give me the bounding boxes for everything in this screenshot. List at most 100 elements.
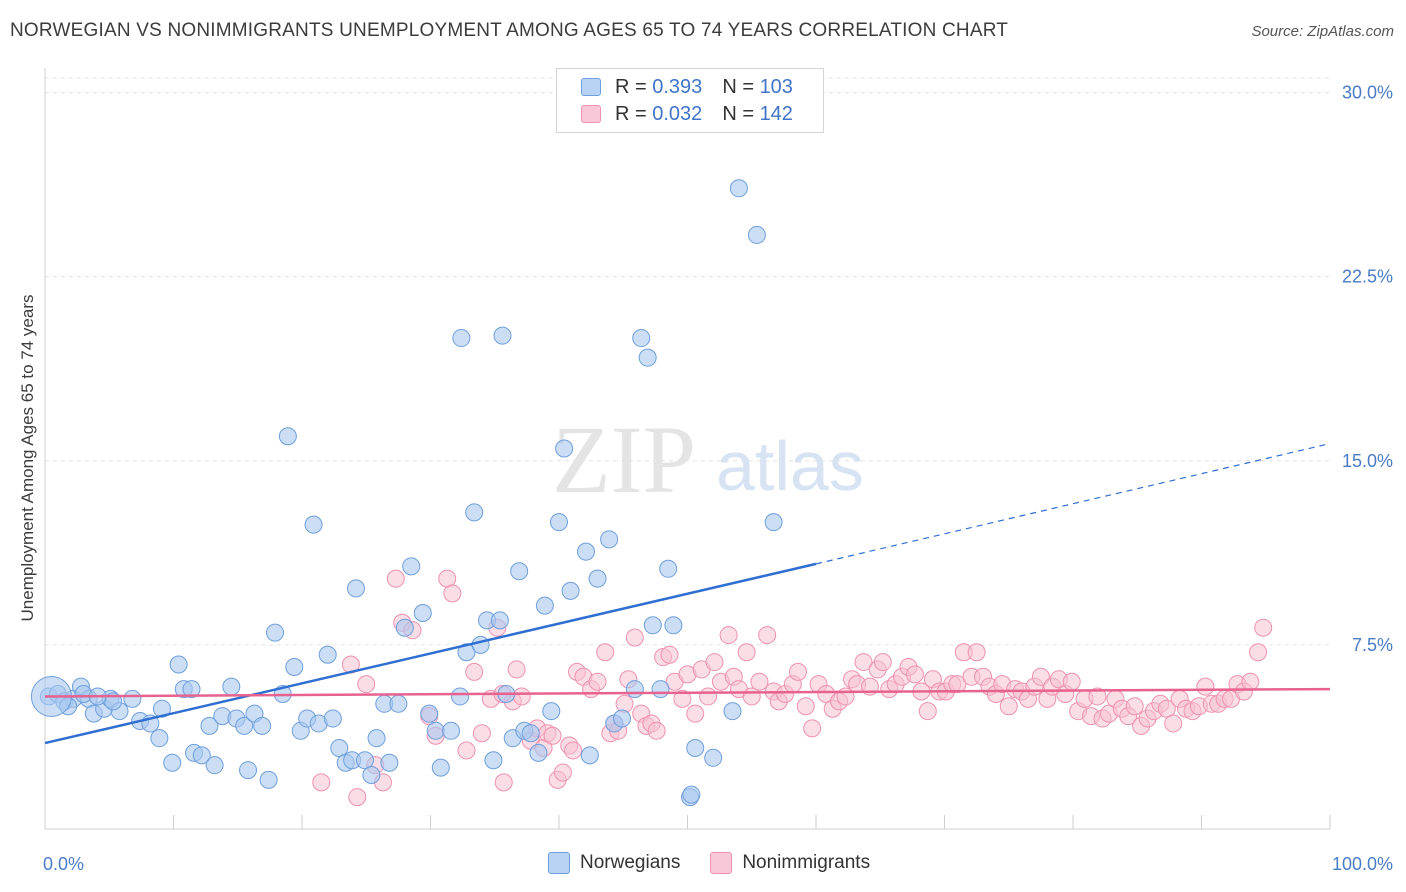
- nonimmigrants-point: [796, 697, 815, 716]
- nonimmigrants-point: [803, 719, 822, 738]
- nonimmigrants-point: [967, 643, 986, 662]
- norwegians-point: [704, 748, 723, 767]
- legend-label-nonimmigrants: Nonimmigrants: [742, 852, 871, 873]
- norwegians-point: [367, 729, 386, 748]
- norwegians-point: [747, 225, 766, 244]
- watermark-atlas: atlas: [716, 427, 864, 505]
- nonimmigrants-point: [357, 675, 376, 694]
- nonimmigrants-point: [1062, 672, 1081, 691]
- nonimmigrants-point: [543, 726, 562, 745]
- norwegians-point: [413, 603, 432, 622]
- norwegians-point: [152, 699, 171, 718]
- norwegians-point: [323, 709, 342, 728]
- norwegians-point: [576, 542, 595, 561]
- nonimmigrants-trend-line: [44, 687, 1331, 698]
- norwegians-point: [259, 770, 278, 789]
- norwegians-point: [442, 721, 461, 740]
- nonimmigrants-point: [457, 741, 476, 760]
- norwegians-point: [182, 680, 201, 699]
- norwegians-point: [542, 702, 561, 721]
- norwegians-point: [123, 689, 142, 708]
- legend-r-key: R =: [615, 102, 647, 125]
- norwegians-point: [457, 643, 476, 662]
- legend-label-norwegians: Norwegians: [580, 852, 681, 873]
- norwegians-point: [600, 530, 619, 549]
- norwegians-point: [163, 753, 182, 772]
- norwegians-point: [278, 427, 297, 446]
- nonimmigrants-point: [719, 626, 738, 645]
- nonimmigrants-point: [750, 672, 769, 691]
- nonimmigrants-point: [758, 626, 777, 645]
- x-tick-label: 0.0%: [43, 854, 84, 874]
- nonimmigrants-point: [660, 645, 679, 664]
- norwegians-point: [612, 709, 631, 728]
- norwegians-trend-extension: [815, 443, 1331, 565]
- nonimmigrants-point: [564, 741, 583, 760]
- y-tick-label: 30.0%: [1342, 83, 1393, 103]
- norwegians-point: [625, 680, 644, 699]
- nonimmigrants-point: [948, 675, 967, 694]
- norwegians-point: [285, 657, 304, 676]
- legend-n-key: N =: [722, 75, 754, 98]
- trend-lines: [44, 443, 1331, 745]
- norwegians-point: [346, 579, 365, 598]
- norwegians-point: [490, 611, 509, 630]
- norwegians-point: [395, 618, 414, 637]
- norwegians-point: [651, 680, 670, 699]
- nonimmigrants-point: [1031, 667, 1050, 686]
- legend-item-nonimmigrants[interactable]: Nonimmigrants: [710, 852, 870, 874]
- norwegians-trend-line: [44, 562, 817, 745]
- legend-r-value: 0.032: [652, 102, 703, 125]
- nonimmigrants-point: [443, 584, 462, 603]
- norwegians-point: [380, 753, 399, 772]
- norwegians-point: [451, 687, 470, 706]
- norwegians-point: [205, 756, 224, 775]
- chart-title: NORWEGIAN VS NONIMMIGRANTS UNEMPLOYMENT …: [10, 20, 1009, 41]
- norwegians-point: [169, 655, 188, 674]
- norwegians-point: [529, 743, 548, 762]
- nonimmigrants-point: [625, 628, 644, 647]
- legend-n-value: 103: [759, 75, 793, 98]
- nonimmigrants-point: [1196, 677, 1215, 696]
- nonimmigrants-point: [312, 773, 331, 792]
- stats-legend: R = 0.393 N = 103 R = 0.032 N = 142: [556, 68, 824, 133]
- norwegians-point: [632, 329, 651, 348]
- nonimmigrants-point: [1088, 687, 1107, 706]
- norwegians-point: [266, 623, 285, 642]
- nonimmigrants-point: [553, 763, 572, 782]
- norwegians-point: [580, 746, 599, 765]
- y-tick-label: 7.5%: [1352, 635, 1393, 655]
- norwegians-points: [30, 179, 783, 807]
- norwegians-point: [555, 439, 574, 458]
- legend-item-norwegians[interactable]: Norwegians: [548, 852, 680, 874]
- norwegians-point: [239, 761, 258, 780]
- norwegians-point: [222, 677, 241, 696]
- source-label: Source: ZipAtlas.com: [1251, 23, 1394, 40]
- norwegians-point: [389, 694, 408, 713]
- x-tick-label: 100.0%: [1332, 854, 1393, 874]
- nonimmigrants-point: [494, 773, 513, 792]
- norwegians-point: [200, 716, 219, 735]
- nonimmigrants-point: [699, 687, 718, 706]
- norwegians-point: [588, 569, 607, 588]
- norwegians-point: [686, 738, 705, 757]
- norwegians-point: [723, 702, 742, 721]
- norwegians-point: [535, 596, 554, 615]
- nonimmigrants-point: [386, 569, 405, 588]
- norwegians-point: [493, 326, 512, 345]
- norwegians-point: [643, 616, 662, 635]
- series-legend: Norwegians Nonimmigrants: [548, 852, 900, 874]
- nonimmigrants-point: [465, 662, 484, 681]
- nonimmigrants-point: [507, 660, 526, 679]
- norwegians-point: [420, 704, 439, 723]
- legend-row-norwegians: R = 0.393 N = 103: [581, 74, 793, 100]
- nonimmigrants-point: [999, 697, 1018, 716]
- norwegians-point: [561, 581, 580, 600]
- norwegians-point: [304, 515, 323, 534]
- nonimmigrants-point: [647, 721, 666, 740]
- nonimmigrants-point: [472, 724, 491, 743]
- legend-swatch-blue: [581, 78, 601, 96]
- norwegians-point: [729, 179, 748, 198]
- nonimmigrants-point: [1254, 618, 1273, 637]
